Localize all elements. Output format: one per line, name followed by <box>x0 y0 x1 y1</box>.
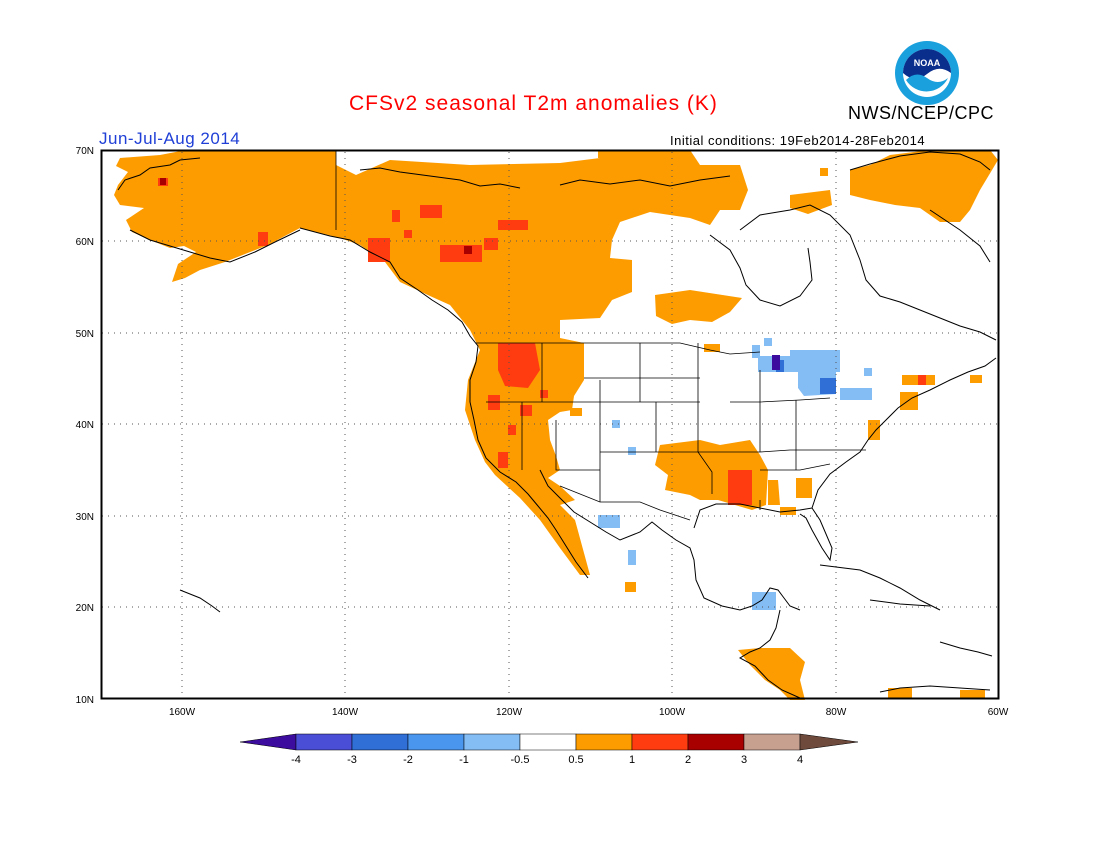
svg-text:60N: 60N <box>76 237 94 248</box>
colorbar-swatch-2 <box>351 733 409 751</box>
svg-text:100W: 100W <box>659 707 686 718</box>
colorbar-right-arrow <box>799 733 859 751</box>
borders <box>335 150 866 521</box>
svg-text:1: 1 <box>629 754 635 766</box>
colorbar <box>239 733 859 751</box>
map-title: CFSv2 seasonal T2m anomalies (K) <box>349 92 718 115</box>
colorbar-left-arrow <box>239 733 297 751</box>
initial-conditions-label: Initial conditions: 19Feb2014-28Feb2014 <box>670 133 926 148</box>
svg-text:-3: -3 <box>347 754 357 766</box>
svg-text:50N: 50N <box>76 329 94 340</box>
lon-labels: 160W 140W 120W 100W 80W 60W <box>169 707 1009 718</box>
svg-text:160W: 160W <box>169 707 196 718</box>
svg-text:30N: 30N <box>76 512 94 523</box>
svg-text:10N: 10N <box>76 695 94 706</box>
lat-labels: 70N 60N 50N 40N 30N 20N 10N <box>76 146 94 706</box>
coastlines <box>117 151 997 699</box>
colorbar-swatch-9 <box>743 733 801 751</box>
svg-text:40N: 40N <box>76 420 94 431</box>
svg-text:2: 2 <box>685 754 691 766</box>
colorbar-labels: -4 -3 -2 -1 -0.5 0.5 1 2 3 4 <box>291 754 803 766</box>
svg-text:4: 4 <box>797 754 803 766</box>
colorbar-swatch-7 <box>631 733 689 751</box>
svg-text:20N: 20N <box>76 603 94 614</box>
svg-text:80W: 80W <box>826 707 847 718</box>
svg-text:0.5: 0.5 <box>568 754 583 766</box>
svg-text:120W: 120W <box>496 707 523 718</box>
svg-text:-1: -1 <box>459 754 469 766</box>
map-grid <box>102 152 998 697</box>
svg-text:70N: 70N <box>76 146 94 157</box>
colorbar-swatch-8 <box>687 733 745 751</box>
colorbar-swatch-4 <box>463 733 521 751</box>
svg-text:-2: -2 <box>403 754 413 766</box>
colorbar-swatch-6 <box>575 733 633 751</box>
svg-text:-4: -4 <box>291 754 301 766</box>
svg-text:3: 3 <box>741 754 747 766</box>
colorbar-swatch-1 <box>295 733 353 751</box>
noaa-logo-icon: NOAA <box>895 41 959 105</box>
map-frame <box>100 149 1000 700</box>
season-label: Jun-Jul-Aug 2014 <box>99 129 241 148</box>
svg-text:-0.5: -0.5 <box>511 754 530 766</box>
colorbar-swatch-3 <box>407 733 465 751</box>
organization-label: NWS/NCEP/CPC <box>848 103 995 123</box>
svg-text:NOAA: NOAA <box>914 58 941 68</box>
svg-text:140W: 140W <box>332 707 359 718</box>
colorbar-swatch-5 <box>519 733 577 751</box>
svg-text:60W: 60W <box>988 707 1009 718</box>
